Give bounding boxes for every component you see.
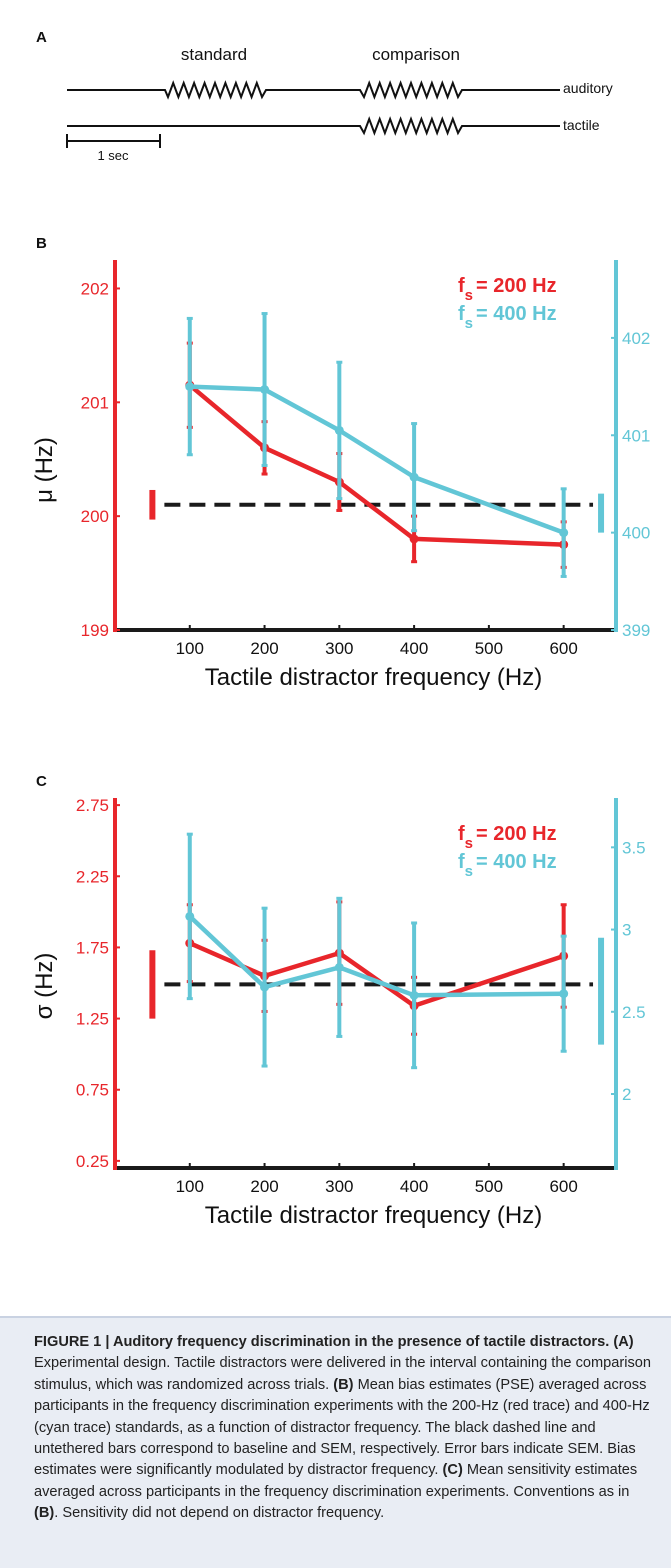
x-tick-label: 100 (176, 1177, 204, 1196)
caption-c-label: (C) (442, 1462, 463, 1479)
data-point-cyan (334, 425, 344, 435)
data-point-cyan (260, 385, 270, 394)
x-tick-label: 200 (250, 1177, 278, 1196)
right-y-tick-label: 2.5 (622, 1003, 646, 1022)
right-y-tick-label: 400 (622, 524, 650, 543)
left-y-tick-label: 0.25 (76, 1152, 109, 1171)
legend-entry-cyan: fs = 400 Hz (458, 303, 557, 332)
left-y-tick-label: 201 (81, 393, 109, 412)
right-y-tick-label: 399 (622, 621, 650, 640)
x-tick-label: 400 (400, 639, 428, 658)
x-axis-label: Tactile distractor frequency (Hz) (205, 1202, 542, 1229)
caption-c-text: Mean sensitivity estimates averaged acro… (34, 1462, 638, 1500)
figure-caption: FIGURE 1 | Auditory frequency discrimina… (0, 1318, 671, 1568)
legend-entry-red: fs = 200 Hz (458, 823, 557, 852)
data-point-cyan (559, 528, 569, 538)
panel-b-label: B (36, 235, 47, 252)
series-line-red (188, 383, 564, 547)
left-y-tick-label: 0.75 (76, 1081, 109, 1100)
caption-a-label: (A) (613, 1334, 634, 1350)
right-y-tick-label: 3.5 (622, 838, 646, 857)
data-point-cyan (559, 989, 569, 999)
data-point-cyan (260, 982, 270, 992)
caption-figure-label: FIGURE 1 | Auditory frequency discrimina… (34, 1334, 610, 1350)
x-tick-label: 500 (475, 1177, 503, 1196)
x-tick-label: 500 (475, 639, 503, 658)
tactile-label: tactile (563, 117, 600, 133)
left-y-tick-label: 1.25 (76, 1010, 109, 1029)
caption-c-end: . Sensitivity did not depend on distract… (54, 1505, 385, 1522)
left-y-tick-label: 202 (81, 279, 109, 298)
x-axis-label: Tactile distractor frequency (Hz) (205, 664, 542, 691)
left-y-tick-label: 200 (81, 507, 109, 526)
legend-entry-red: fs = 200 Hz (458, 275, 557, 304)
right-y-tick-label: 401 (622, 426, 650, 445)
y-axis-label: μ (Hz) (31, 437, 58, 503)
standard-label: standard (181, 45, 247, 64)
x-tick-label: 600 (549, 1177, 577, 1196)
right-y-tick-label: 3 (622, 921, 631, 940)
right-y-tick-label: 2 (622, 1085, 631, 1104)
panel-b-chart: B 199 200 201 202 399 400 401 402 100 200 300 400 50… (31, 235, 650, 691)
data-point-cyan (409, 990, 419, 1000)
panel-a-diagram: A standard comparison auditory tactile 1… (36, 29, 613, 163)
x-tick-label: 200 (250, 639, 278, 658)
x-tick-label: 100 (176, 639, 204, 658)
right-y-tick-label: 402 (622, 329, 650, 348)
tactile-trace (67, 116, 560, 136)
panel-c-chart: C 0.25 0.75 1.25 1.75 2.25 2.75 2 2.5 3 3.5 100 200… (31, 773, 646, 1229)
panel-c-label: C (36, 773, 47, 790)
caption-a-text: Experimental design. Tactile distractors… (34, 1355, 652, 1393)
data-point-cyan (334, 962, 344, 972)
data-point-cyan (185, 911, 195, 921)
caption-b-text: Mean bias estimates (PSE) averaged acros… (34, 1376, 650, 1479)
x-tick-label: 400 (400, 1177, 428, 1196)
caption-b-label: (B) (333, 1376, 354, 1393)
y-axis-label: σ (Hz) (31, 953, 58, 1020)
panel-a-label: A (36, 29, 47, 46)
x-tick-label: 300 (325, 1177, 353, 1196)
data-point-red (409, 534, 419, 544)
left-y-tick-label: 1.75 (76, 938, 109, 957)
scale-bar-label: 1 sec (97, 148, 129, 163)
x-tick-label: 300 (325, 639, 353, 658)
comparison-label: comparison (372, 45, 460, 64)
auditory-trace (67, 80, 560, 100)
left-y-tick-label: 2.75 (76, 796, 109, 815)
legend-entry-cyan: fs = 400 Hz (458, 851, 557, 880)
left-y-tick-label: 2.25 (76, 867, 109, 886)
data-point-cyan (409, 472, 419, 482)
data-point-cyan (185, 382, 195, 392)
x-tick-label: 600 (549, 639, 577, 658)
caption-c-ref: (B) (34, 1505, 55, 1522)
auditory-label: auditory (563, 80, 613, 96)
caption-divider (0, 1316, 671, 1318)
left-y-tick-label: 199 (81, 621, 109, 640)
